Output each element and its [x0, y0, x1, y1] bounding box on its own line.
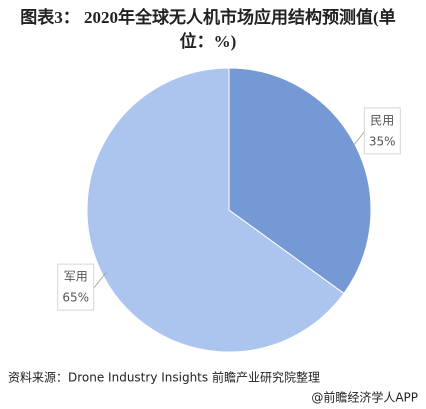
- pie-slice: [228, 67, 372, 295]
- value-label: 65%: [62, 291, 89, 305]
- label-box: [57, 263, 95, 311]
- pie-slice: [86, 67, 345, 353]
- category-label: 民用: [370, 113, 394, 127]
- category-label: 军用: [64, 270, 88, 284]
- credit: @前瞻经济学人APP: [311, 390, 418, 405]
- chart-title: 图表3： 2020年全球无人机市场应用结构预测值(单位：%): [20, 8, 396, 51]
- label-box: [363, 107, 401, 155]
- source: 资料来源：Drone Industry Insights 前瞻产业研究院整理: [8, 370, 320, 385]
- leader-line: [93, 272, 107, 289]
- leader-line: [351, 131, 365, 148]
- value-label: 35%: [369, 134, 396, 148]
